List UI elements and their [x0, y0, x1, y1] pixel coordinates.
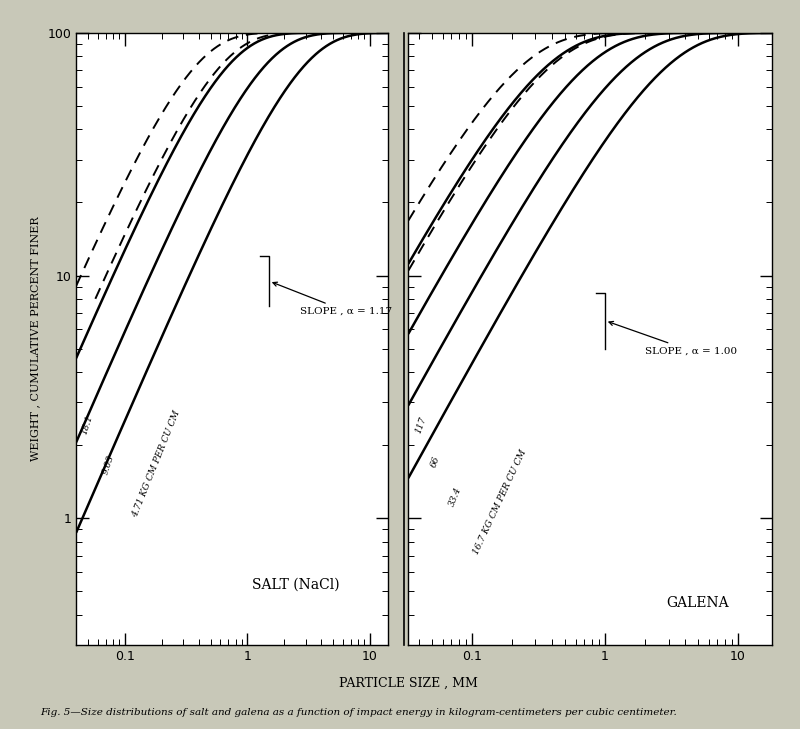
- Text: 16.7 KG CM PER CU CM: 16.7 KG CM PER CU CM: [472, 448, 529, 555]
- Text: SLOPE , α = 1.17: SLOPE , α = 1.17: [273, 282, 393, 316]
- Text: GALENA: GALENA: [666, 596, 730, 609]
- Text: 4.71 KG CM PER CU CM: 4.71 KG CM PER CU CM: [130, 408, 182, 518]
- Text: SLOPE , α = 1.00: SLOPE , α = 1.00: [609, 321, 738, 356]
- Text: 33.4: 33.4: [447, 486, 463, 508]
- Text: SALT (NaCl): SALT (NaCl): [253, 577, 340, 591]
- Text: 117: 117: [414, 416, 428, 435]
- Text: 18.1: 18.1: [79, 413, 94, 435]
- Text: PARTICLE SIZE , MM: PARTICLE SIZE , MM: [338, 677, 478, 690]
- Text: 9.03: 9.03: [101, 453, 116, 475]
- Text: Fig. 5—Size distributions of salt and galena as a function of impact energy in k: Fig. 5—Size distributions of salt and ga…: [40, 709, 677, 717]
- Text: 66: 66: [429, 455, 442, 469]
- Y-axis label: WEIGHT , CUMULATIVE PERCENT FINER: WEIGHT , CUMULATIVE PERCENT FINER: [30, 217, 40, 461]
